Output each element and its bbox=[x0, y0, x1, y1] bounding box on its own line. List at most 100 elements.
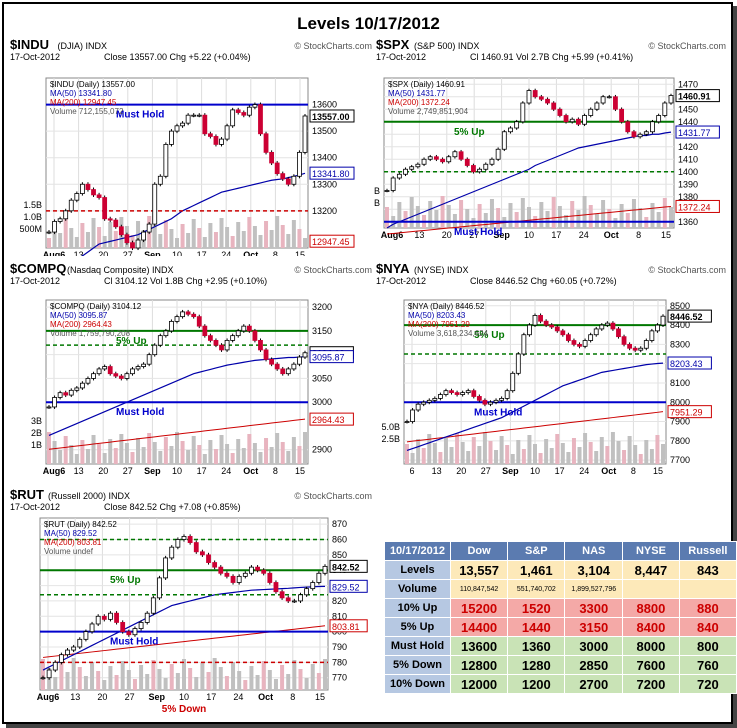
candle-body bbox=[554, 326, 560, 332]
candle-body bbox=[46, 669, 52, 679]
legend-entry: MA(50) 1431.77 bbox=[388, 89, 446, 98]
legend-entry: Volume 3,618,234,624 bbox=[408, 329, 489, 338]
volume-bar bbox=[551, 197, 556, 228]
legend-entry: MA(200) 7951.29 bbox=[408, 320, 470, 329]
candle-body bbox=[421, 401, 427, 405]
table-cell: 1440 bbox=[507, 617, 566, 637]
x-tick-label: 27 bbox=[125, 692, 135, 702]
candle-body bbox=[616, 328, 621, 338]
candle-body bbox=[538, 315, 543, 322]
volume-tick-label: 4B bbox=[374, 186, 380, 196]
table-cell: 8,447 bbox=[622, 560, 680, 580]
volume-bar bbox=[255, 675, 260, 690]
value-tag-label: 7951.29 bbox=[670, 408, 703, 418]
y-tick-label: 7700 bbox=[670, 455, 690, 465]
candle-body bbox=[594, 102, 600, 110]
volume-bar bbox=[264, 221, 269, 248]
candle-body bbox=[619, 108, 625, 123]
panel-symbol: $SPX bbox=[376, 38, 410, 52]
panel-date: 17-Oct-2012 bbox=[10, 276, 60, 286]
y-tick-label: 13200 bbox=[312, 206, 337, 216]
table-cell: 13600 bbox=[449, 636, 509, 656]
candle-body bbox=[180, 311, 185, 318]
candle-body bbox=[384, 190, 390, 192]
level-label: Must Hold bbox=[116, 407, 164, 418]
legend-entry: MA(200) 803.81 bbox=[44, 538, 102, 547]
table-cell: 110,847,542 bbox=[449, 579, 509, 599]
y-tick-label: 1360 bbox=[678, 217, 698, 227]
candle-body bbox=[113, 373, 119, 377]
value-tag-label: 803.81 bbox=[332, 622, 360, 632]
watermark: © StockCharts.com bbox=[294, 491, 372, 501]
candle-body bbox=[141, 231, 147, 241]
volume-bar bbox=[252, 226, 257, 248]
chart-panel-compq: $COMPQ (Nasdaq Composite) INDX © StockChar… bbox=[8, 262, 376, 480]
x-tick-label: Oct bbox=[604, 230, 619, 240]
volume-bar bbox=[237, 671, 242, 690]
volume-bar bbox=[241, 448, 246, 464]
candle-body bbox=[85, 183, 91, 190]
volume-bar bbox=[443, 438, 448, 464]
candle-body bbox=[510, 372, 516, 392]
candle-body bbox=[643, 131, 649, 135]
candle-body bbox=[291, 363, 297, 370]
candle-body bbox=[549, 324, 555, 328]
candle-body bbox=[269, 151, 275, 164]
candle-body bbox=[521, 334, 527, 355]
candle-body bbox=[464, 158, 470, 166]
page-title: Levels 10/17/2012 bbox=[297, 14, 440, 33]
volume-bar bbox=[108, 222, 113, 248]
volume-bar bbox=[527, 207, 531, 228]
volume-bar bbox=[182, 659, 186, 690]
x-tick-label: Aug6 bbox=[381, 230, 404, 240]
candle-body bbox=[174, 125, 180, 132]
candle-body bbox=[169, 546, 175, 559]
volume-bar bbox=[545, 211, 550, 228]
volume-bar bbox=[47, 432, 51, 464]
candle-body bbox=[89, 623, 95, 633]
x-tick-label: 24 bbox=[579, 466, 589, 476]
candle-body bbox=[77, 638, 83, 648]
row-label: 10% Up bbox=[384, 598, 451, 618]
candle-body bbox=[79, 382, 85, 389]
x-tick-label: 20 bbox=[442, 230, 452, 240]
x-tick-label: 27 bbox=[123, 466, 133, 476]
volume-bar bbox=[385, 207, 389, 228]
x-tick-label: Aug6 bbox=[43, 250, 66, 256]
candle-body bbox=[569, 118, 575, 123]
x-tick-label: 24 bbox=[233, 692, 243, 702]
volume-bar bbox=[304, 678, 309, 690]
chart-panel-indu: $INDU (DJIA) INDX © StockCharts.com 17-Oct-… bbox=[8, 38, 376, 256]
candle-body bbox=[471, 390, 477, 397]
candle-body bbox=[236, 575, 242, 583]
volume-bar bbox=[465, 209, 470, 228]
volume-bar bbox=[496, 208, 501, 228]
volume-bar bbox=[52, 441, 57, 464]
volume-bar bbox=[218, 667, 223, 690]
volume-bar bbox=[516, 440, 521, 464]
candle-body bbox=[650, 121, 655, 133]
candle-body bbox=[297, 151, 302, 177]
level-label: Must Hold bbox=[454, 227, 502, 238]
table-cell: 7200 bbox=[622, 674, 680, 694]
volume-bar bbox=[538, 453, 543, 464]
candle-body bbox=[196, 316, 202, 327]
candle-body bbox=[649, 330, 655, 341]
x-tick-label: 24 bbox=[221, 466, 231, 476]
table-cell: 13,557 bbox=[449, 560, 509, 580]
candle-body bbox=[246, 106, 252, 116]
table-cell: 8400 bbox=[622, 617, 680, 637]
panel-close: Close 842.52 Chg +7.08 (+0.85%) bbox=[104, 502, 241, 512]
candle-body bbox=[230, 109, 236, 127]
candle-body bbox=[298, 594, 303, 602]
candle-body bbox=[263, 133, 269, 153]
candle-body bbox=[95, 615, 101, 625]
volume-bar bbox=[243, 680, 248, 690]
volume-bar bbox=[96, 671, 101, 690]
volume-bar bbox=[175, 673, 180, 690]
volume-bar bbox=[208, 440, 213, 464]
legend-entry: $NYA (Daily) 8446.52 bbox=[408, 302, 485, 311]
ma200-line bbox=[386, 205, 672, 235]
candle-body bbox=[213, 136, 219, 145]
volume-tick-label: 1.5B bbox=[23, 200, 42, 210]
